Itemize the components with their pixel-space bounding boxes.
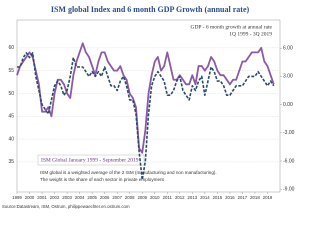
x-tick-label: 2000 <box>25 195 35 200</box>
x-tick-label: 2013 <box>188 195 198 200</box>
x-tick-label: 2015 <box>213 195 223 200</box>
x-tick-label: 2001 <box>37 195 47 200</box>
x-tick-label: 2006 <box>100 195 110 200</box>
note-line: ISM global is a weighted average of the … <box>40 170 217 175</box>
series-line <box>16 42 275 154</box>
chart: ISM global Index and 6 month GDP Growth … <box>2 5 295 209</box>
x-tick-label: 2004 <box>75 195 85 200</box>
x-tick-label: 2018 <box>250 195 260 200</box>
y-tick-label: 40 <box>8 136 14 142</box>
y2-tick-label: -9.00 <box>283 187 295 193</box>
y-tick-label: 35 <box>8 159 14 165</box>
y2-tick-label: 0.00 <box>283 102 293 108</box>
y-tick-label: 45 <box>8 114 14 120</box>
note-line: The weight is the share of each sector i… <box>40 177 165 182</box>
gdp-label: GDP - 6 month growth at annual rate <box>190 24 272 30</box>
x-tick-label: 2005 <box>87 195 97 200</box>
x-tick-label: 2010 <box>150 195 160 200</box>
x-tick-label: 2009 <box>137 195 147 200</box>
y-tick-label: 55 <box>8 68 14 74</box>
y2-tick-label: 6.00 <box>283 46 293 52</box>
series-line <box>17 52 275 181</box>
x-tick-label: 2008 <box>125 195 135 200</box>
x-tick-label: 1999 <box>12 195 22 200</box>
y-tick-label: 50 <box>8 91 14 97</box>
x-tick-label: 2012 <box>175 195 185 200</box>
y2-tick-label: -6.00 <box>283 158 295 164</box>
x-tick-label: 2002 <box>50 195 60 200</box>
x-tick-label: 2017 <box>238 195 248 200</box>
x-tick-label: 2014 <box>200 195 210 200</box>
chart-title: ISM global Index and 6 month GDP Growth … <box>51 5 250 14</box>
y2-tick-label: 3.00 <box>283 74 293 80</box>
y-tick-label: 60 <box>8 45 14 51</box>
ism-label-box <box>37 154 145 166</box>
x-tick-label: 2003 <box>62 195 72 200</box>
source: Source:Datastream, ISM, Ostrum, philippe… <box>2 204 130 209</box>
gdp-period: 1Q 1999 - 3Q 2019 <box>229 31 272 37</box>
x-tick-label: 2007 <box>112 195 122 200</box>
y2-tick-label: -3.00 <box>283 130 295 136</box>
plot-area <box>16 19 281 193</box>
x-tick-label: 2019 <box>263 195 273 200</box>
x-tick-label: 2016 <box>225 195 235 200</box>
x-tick-label: 2011 <box>163 195 173 200</box>
ism-label: ISM Global January 1999 - September 2019 <box>41 157 139 163</box>
